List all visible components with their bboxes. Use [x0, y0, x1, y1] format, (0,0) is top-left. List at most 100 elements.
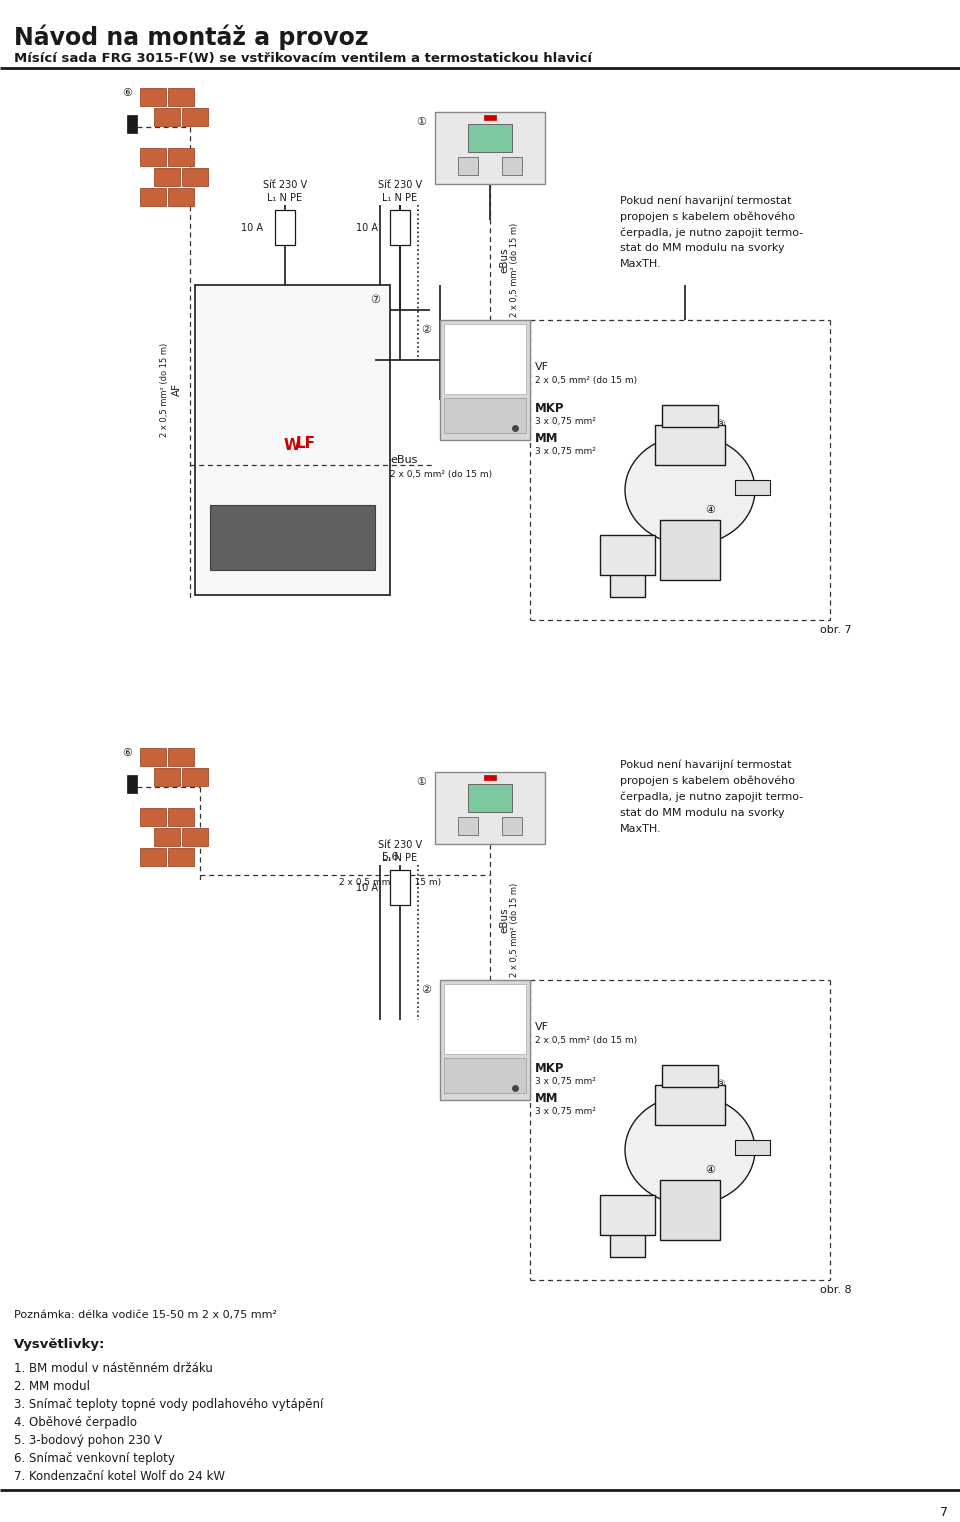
Text: Pokud není havarijní termostat: Pokud není havarijní termostat [620, 195, 791, 205]
Text: eBus: eBus [499, 907, 509, 933]
Text: 10 A: 10 A [241, 224, 263, 233]
Bar [468, 784, 512, 813]
Text: Síť 230 V: Síť 230 V [263, 180, 307, 190]
Text: stat do MM modulu na svorky: stat do MM modulu na svorky [620, 808, 784, 817]
Bar [435, 772, 545, 845]
Bar [655, 425, 725, 466]
Bar [210, 505, 375, 571]
Bar [444, 985, 526, 1055]
Bar [458, 157, 478, 175]
Text: MM: MM [535, 432, 559, 444]
Bar [610, 1231, 645, 1257]
Text: 2 x 0,5 mm² (do 15 m): 2 x 0,5 mm² (do 15 m) [511, 883, 519, 977]
Text: čerpadla, je nutno zapojit termo-: čerpadla, je nutno zapojit termo- [620, 227, 804, 237]
Bar [140, 189, 166, 205]
Bar [154, 769, 180, 785]
Text: ⑥: ⑥ [122, 88, 132, 97]
Text: 7: 7 [940, 1505, 948, 1519]
Text: ⑦: ⑦ [370, 295, 380, 304]
Text: 6. Snímač venkovní teploty: 6. Snímač venkovní teploty [14, 1452, 175, 1466]
Bar [655, 1085, 725, 1125]
Text: ④: ④ [705, 1164, 715, 1175]
Text: ⑤: ⑤ [630, 545, 640, 556]
Bar [195, 285, 390, 595]
Bar [458, 817, 478, 836]
Bar [140, 148, 166, 166]
Text: L₁ N PE: L₁ N PE [382, 193, 418, 202]
Bar [662, 405, 718, 428]
Text: LF: LF [296, 435, 316, 451]
Text: 2 x 0,5 mm² (do 15 m): 2 x 0,5 mm² (do 15 m) [339, 878, 441, 887]
Bar [127, 775, 137, 793]
Text: ④: ④ [705, 505, 715, 514]
Text: Poznámka: délka vodiče 15-50 m 2 x 0,75 mm²: Poznámka: délka vodiče 15-50 m 2 x 0,75 … [14, 1310, 277, 1320]
Bar [168, 88, 194, 107]
Bar [154, 167, 180, 186]
Text: obr. 7: obr. 7 [820, 626, 852, 635]
Text: 3 x 0,75 mm²: 3 x 0,75 mm² [535, 447, 596, 457]
Text: MaxTH.: MaxTH. [620, 259, 661, 269]
Text: 2 x 0,5 mm² (do 15 m): 2 x 0,5 mm² (do 15 m) [160, 342, 170, 437]
Bar [154, 828, 180, 846]
Text: 3. Snímač teploty topné vody podlahového vytápění: 3. Snímač teploty topné vody podlahového… [14, 1399, 324, 1411]
Text: ①: ① [416, 778, 426, 787]
Bar [440, 980, 530, 1100]
Text: MKP: MKP [535, 402, 564, 416]
Text: ②: ② [421, 326, 431, 335]
Ellipse shape [625, 435, 755, 545]
Text: Vysvětlivky:: Vysvětlivky: [14, 1338, 106, 1352]
Bar [662, 1065, 718, 1087]
Bar [168, 189, 194, 205]
Text: MaxTH.: MaxTH. [620, 823, 661, 834]
Text: eBus: eBus [499, 247, 509, 272]
Text: 7. Kondenzační kotel Wolf do 24 kW: 7. Kondenzační kotel Wolf do 24 kW [14, 1470, 225, 1482]
Text: 2. MM modul: 2. MM modul [14, 1380, 90, 1393]
Bar [502, 817, 522, 836]
Text: 10 A: 10 A [356, 224, 378, 233]
Bar [440, 320, 530, 440]
Text: 5,6: 5,6 [381, 852, 398, 861]
Bar [168, 747, 194, 766]
Text: 4. Oběhové čerpadlo: 4. Oběhové čerpadlo [14, 1415, 137, 1429]
Bar [484, 116, 496, 120]
Text: ②: ② [421, 985, 431, 995]
Text: čerpadla, je nutno zapojit termo-: čerpadla, je nutno zapojit termo- [620, 791, 804, 802]
Bar [660, 1180, 720, 1240]
Bar [140, 848, 166, 866]
Text: ⑤: ⑤ [630, 1205, 640, 1215]
Bar [182, 828, 208, 846]
Text: 1. BM modul v nástěnném držáku: 1. BM modul v nástěnném držáku [14, 1362, 213, 1374]
Bar [154, 108, 180, 126]
Text: stat do MM modulu na svorky: stat do MM modulu na svorky [620, 244, 784, 253]
Bar [502, 157, 522, 175]
Bar [182, 769, 208, 785]
Bar [468, 123, 512, 152]
Bar [444, 1058, 526, 1093]
Bar [140, 808, 166, 826]
Bar [275, 210, 295, 245]
Text: 2 x 0,5 mm² (do 15 m): 2 x 0,5 mm² (do 15 m) [535, 376, 637, 385]
Text: Síť 230 V: Síť 230 V [378, 180, 422, 190]
Bar [600, 1195, 655, 1234]
Text: W: W [283, 437, 300, 452]
Bar [168, 148, 194, 166]
Text: L₁ N PE: L₁ N PE [382, 852, 418, 863]
Text: 5. 3-bodový pohon 230 V: 5. 3-bodový pohon 230 V [14, 1434, 162, 1447]
Bar [610, 572, 645, 597]
Text: VF: VF [535, 1021, 549, 1032]
Text: L₁ N PE: L₁ N PE [268, 193, 302, 202]
Text: Síť 230 V: Síť 230 V [378, 840, 422, 849]
Text: VF: VF [535, 362, 549, 371]
Text: eBus: eBus [390, 455, 418, 466]
Text: ⑥: ⑥ [122, 747, 132, 758]
Bar [168, 808, 194, 826]
Text: ①: ① [416, 117, 426, 126]
Bar [484, 775, 496, 779]
Text: MKP: MKP [535, 1062, 564, 1075]
Text: 3 x 0,75 mm²: 3 x 0,75 mm² [535, 1106, 596, 1116]
Text: AF: AF [172, 384, 182, 397]
Bar [390, 210, 410, 245]
Text: ③: ③ [715, 1081, 725, 1090]
Text: 10 A: 10 A [356, 883, 378, 893]
Text: propojen s kabelem oběhového: propojen s kabelem oběhového [620, 776, 795, 787]
